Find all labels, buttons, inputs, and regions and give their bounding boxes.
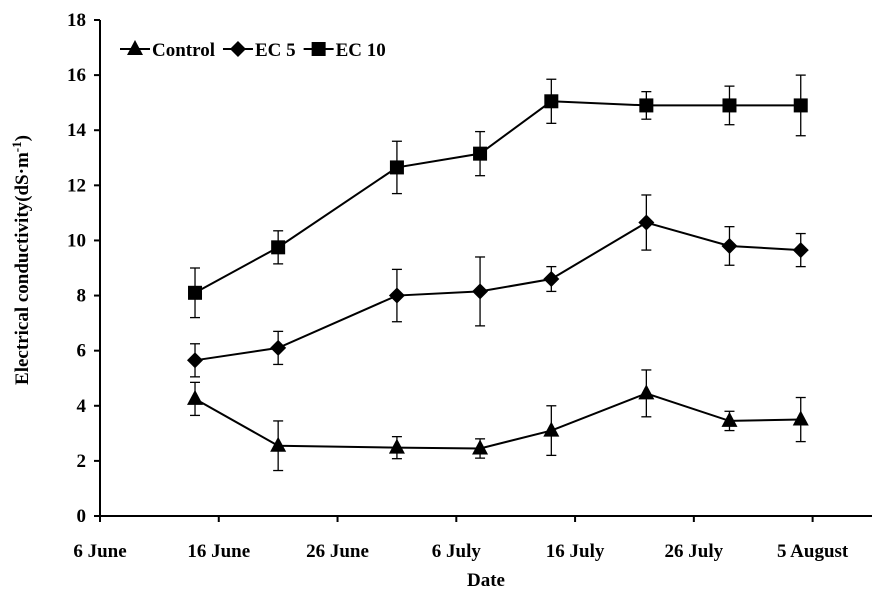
data-point-control (187, 389, 204, 405)
series-layer (187, 74, 809, 472)
data-point-ec-5 (638, 214, 655, 231)
data-point-ec-5 (792, 242, 809, 259)
data-point-control (472, 439, 489, 455)
data-point-ec-10 (473, 146, 488, 161)
y-tick-label: 18 (67, 10, 86, 31)
data-point-ec-5 (721, 237, 738, 254)
x-axis-title: Date (467, 570, 505, 591)
y-axis-title-suffix: ) (12, 135, 33, 141)
y-tick-label: 4 (77, 396, 87, 417)
data-point-ec-10 (188, 285, 203, 300)
data-point-ec-10 (271, 240, 286, 255)
series-line-ec-10 (194, 100, 801, 294)
axes: 0 2 4 6 8 10 12 14 16 18 6 June 16 June 26 June 6 Jul… (67, 10, 872, 562)
y-tick-label: 2 (77, 451, 87, 472)
x-tick-label: 16 June (187, 541, 250, 562)
data-point-control (543, 421, 560, 437)
series-ec-10 (188, 74, 808, 319)
legend: Control EC 5 EC 10 (120, 40, 386, 61)
legend-label: EC 5 (255, 40, 296, 61)
y-tick-label: 16 (67, 65, 86, 86)
data-point-control (388, 438, 405, 454)
y-axis-title-superscript: -1 (9, 141, 24, 152)
y-axis-title-main: Electrical conductivity(dS·m (12, 152, 33, 385)
data-point-ec-10 (389, 160, 404, 175)
series-line-control (194, 392, 801, 450)
data-point-control (638, 384, 655, 400)
data-point-ec-10 (639, 98, 654, 113)
y-tick-label: 12 (67, 175, 86, 196)
legend-item-ec-10: EC 10 (303, 40, 386, 61)
data-point-ec-5 (388, 287, 405, 304)
x-tick-label: 16 July (546, 541, 605, 562)
y-axis-title: Electrical conductivity(dS·m-1) (9, 135, 33, 385)
legend-label: Control (152, 40, 215, 61)
x-tick-label: 5 August (777, 541, 849, 562)
data-point-ec-5 (187, 352, 204, 369)
data-point-ec-5 (270, 339, 287, 356)
data-point-control (721, 411, 738, 427)
y-tick-label: 8 (77, 286, 87, 307)
x-tick-label: 26 June (306, 541, 369, 562)
data-point-ec-5 (543, 271, 560, 288)
data-point-ec-10 (722, 98, 737, 113)
data-point-ec-10 (544, 94, 559, 109)
data-point-control (270, 436, 287, 452)
x-tick-label: 6 July (432, 541, 482, 562)
y-tick-label: 14 (67, 120, 87, 141)
y-tick-label: 10 (67, 230, 86, 251)
data-point-ec-5 (472, 283, 489, 300)
series-control (187, 369, 809, 472)
x-tick-label: 6 June (73, 541, 126, 562)
legend-marker-ec-5 (229, 41, 246, 57)
y-tick-label: 6 (77, 341, 87, 362)
series-ec-5 (187, 194, 809, 378)
legend-marker-control (127, 40, 143, 55)
legend-label: EC 10 (336, 40, 386, 61)
x-tick-label: 26 July (665, 541, 724, 562)
y-tick-label: 0 (77, 506, 87, 527)
legend-item-ec-5: EC 5 (222, 40, 296, 61)
series-line-ec-5 (194, 221, 801, 362)
data-point-control (792, 410, 809, 426)
legend-item-control: Control (120, 40, 215, 61)
legend-marker-ec-10 (311, 42, 326, 56)
data-point-ec-10 (793, 98, 808, 113)
